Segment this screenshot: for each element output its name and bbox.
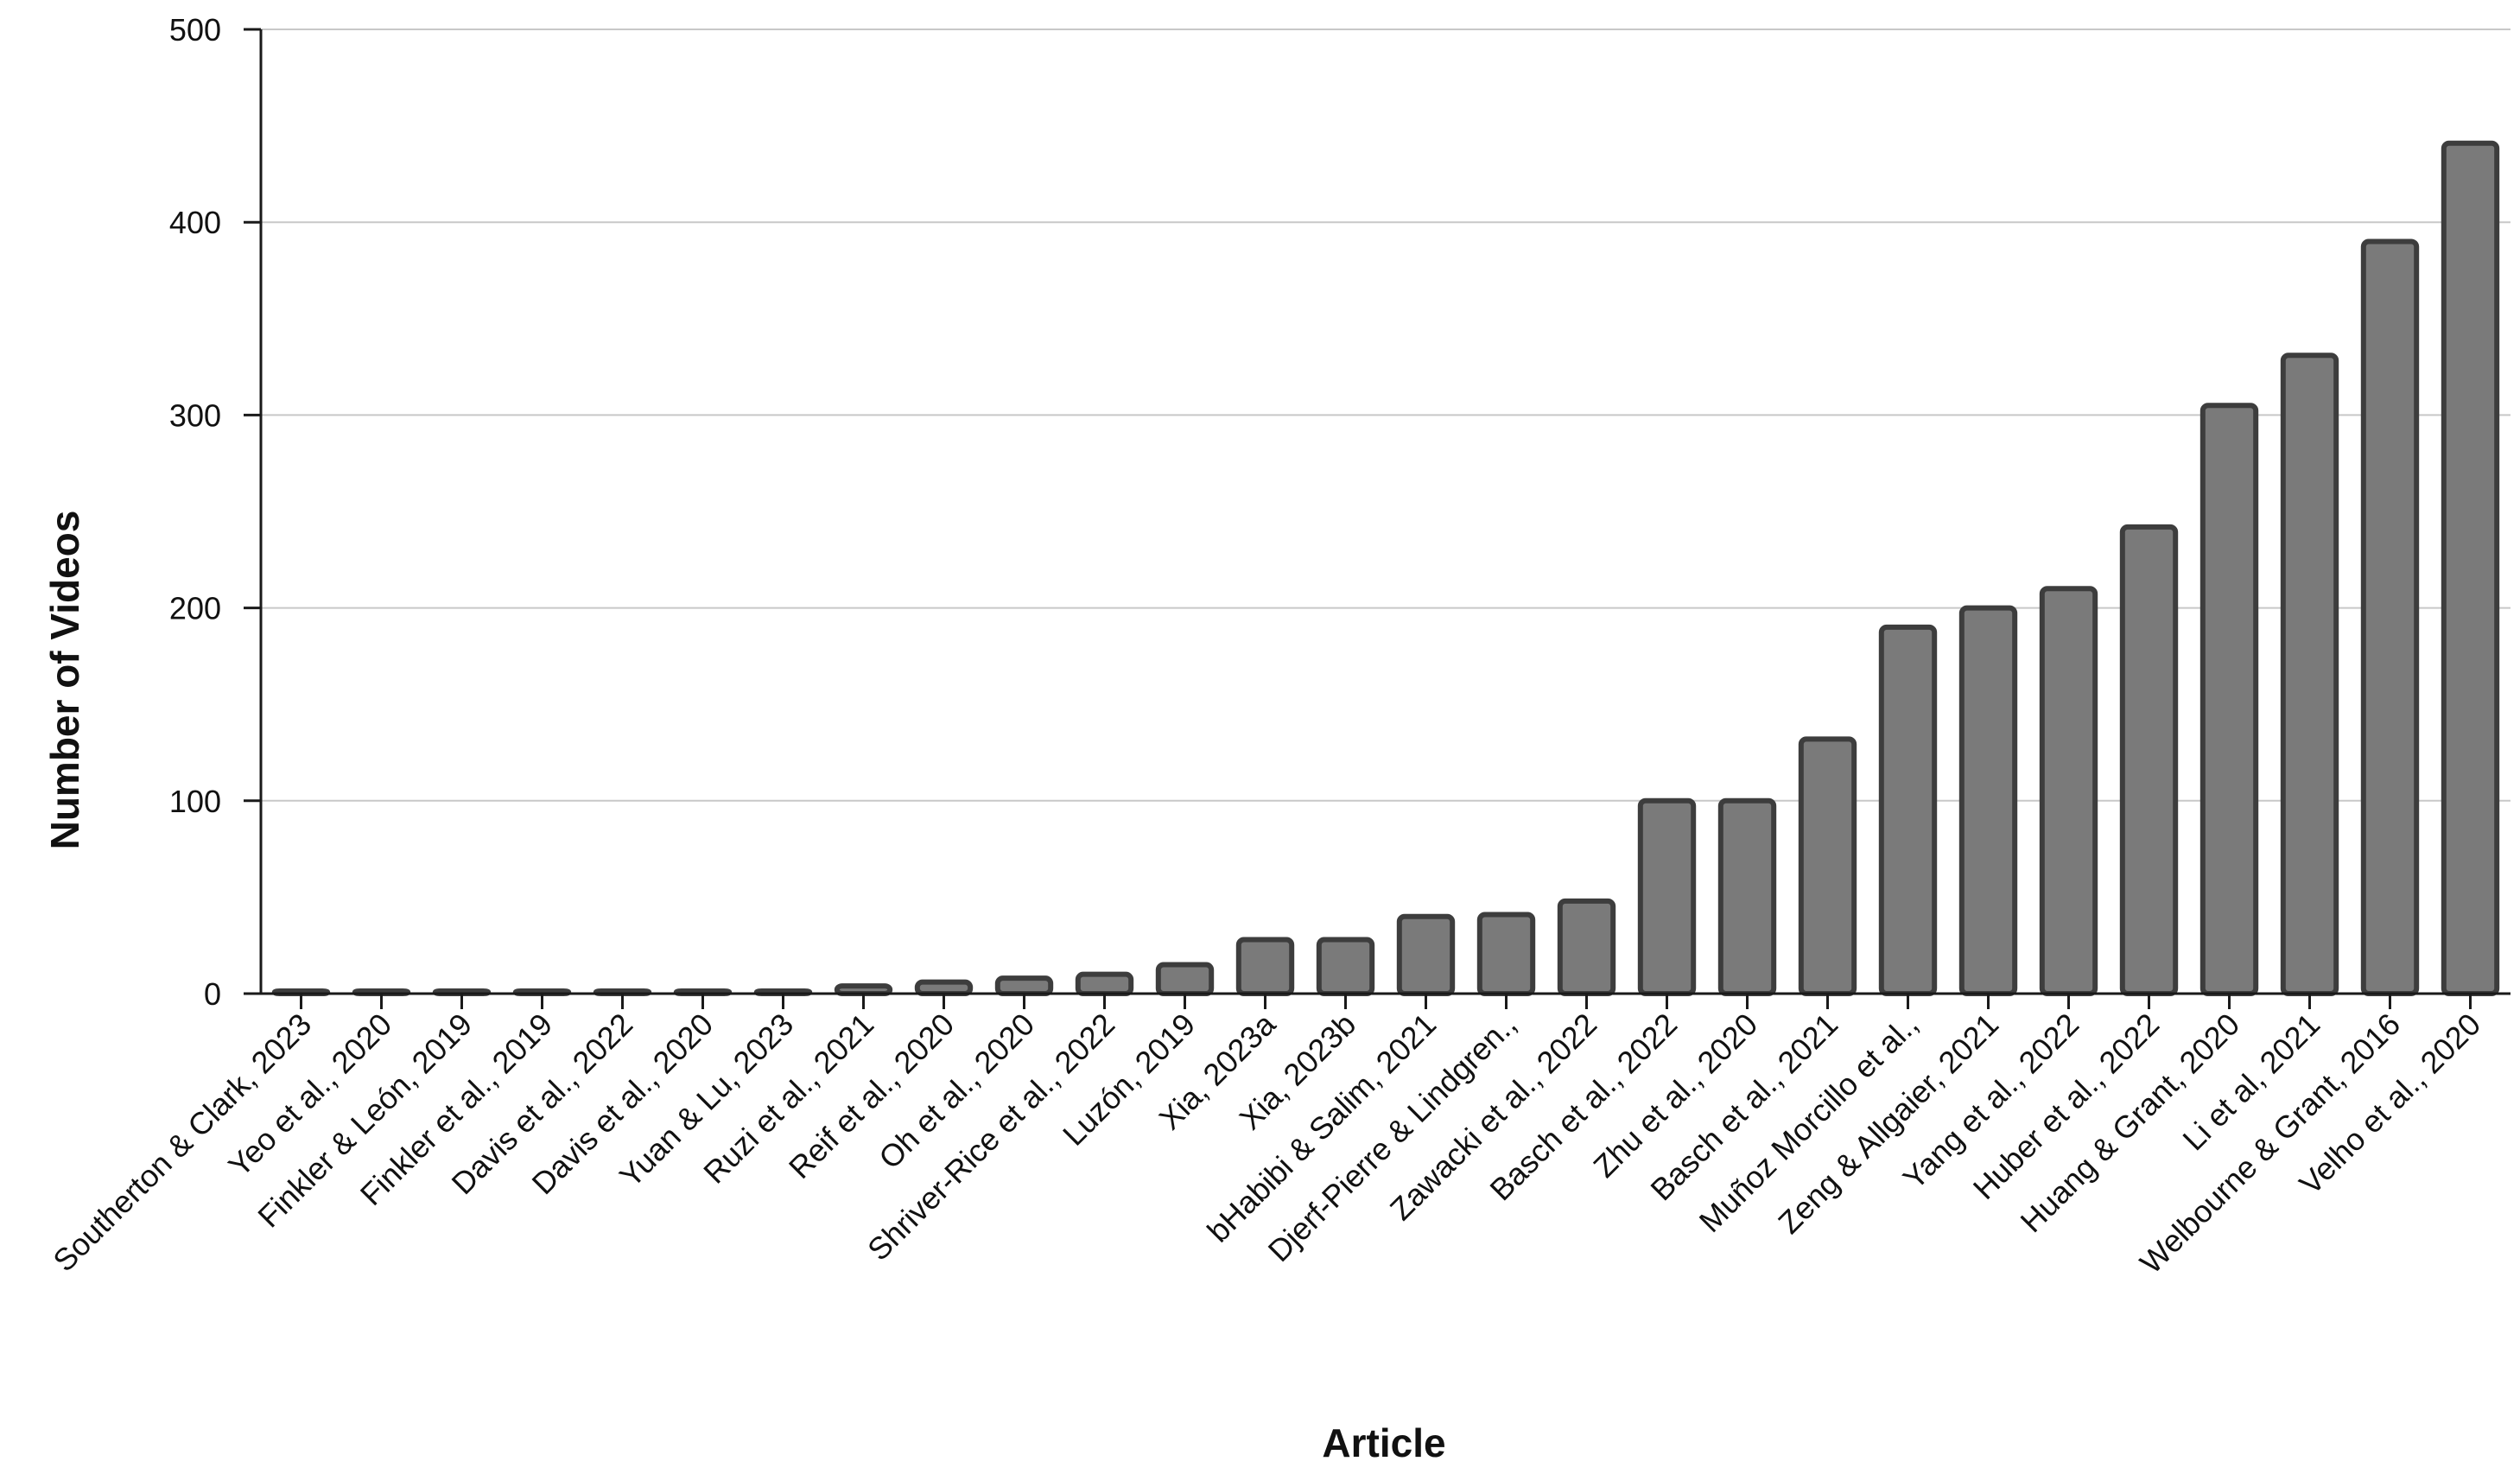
bar [994,975,1054,997]
y-tick-label: 0 [204,976,221,1012]
bar [2199,403,2259,996]
bar [1316,937,1375,997]
axes [244,28,2510,1009]
y-axis-title: Number of Videos [42,511,87,850]
y-tick-label: 300 [169,397,221,433]
x-axis-title: Article [1322,1420,1445,1465]
y-tick-labels: 0 100 200 300 400 500 [169,12,221,1012]
bar [2280,353,2339,996]
bar [1637,797,1697,996]
bar [1235,937,1295,997]
bar [1717,797,1777,996]
y-tick-label: 400 [169,205,221,240]
bar [1878,624,1938,996]
bar [1155,962,1215,997]
bar [1075,971,1134,997]
bar [1958,605,2018,996]
bar [2039,586,2098,997]
y-tick-label: 100 [169,784,221,819]
bars [271,140,2500,997]
bar [2360,238,2420,996]
bar [1476,912,1536,997]
bar [914,979,974,997]
bar [1396,913,1456,996]
y-tick-label: 500 [169,12,221,48]
bar [2441,140,2500,997]
bar [2119,524,2179,996]
bar [1557,898,1616,997]
y-tick-label: 200 [169,591,221,626]
bar [1798,736,1857,996]
